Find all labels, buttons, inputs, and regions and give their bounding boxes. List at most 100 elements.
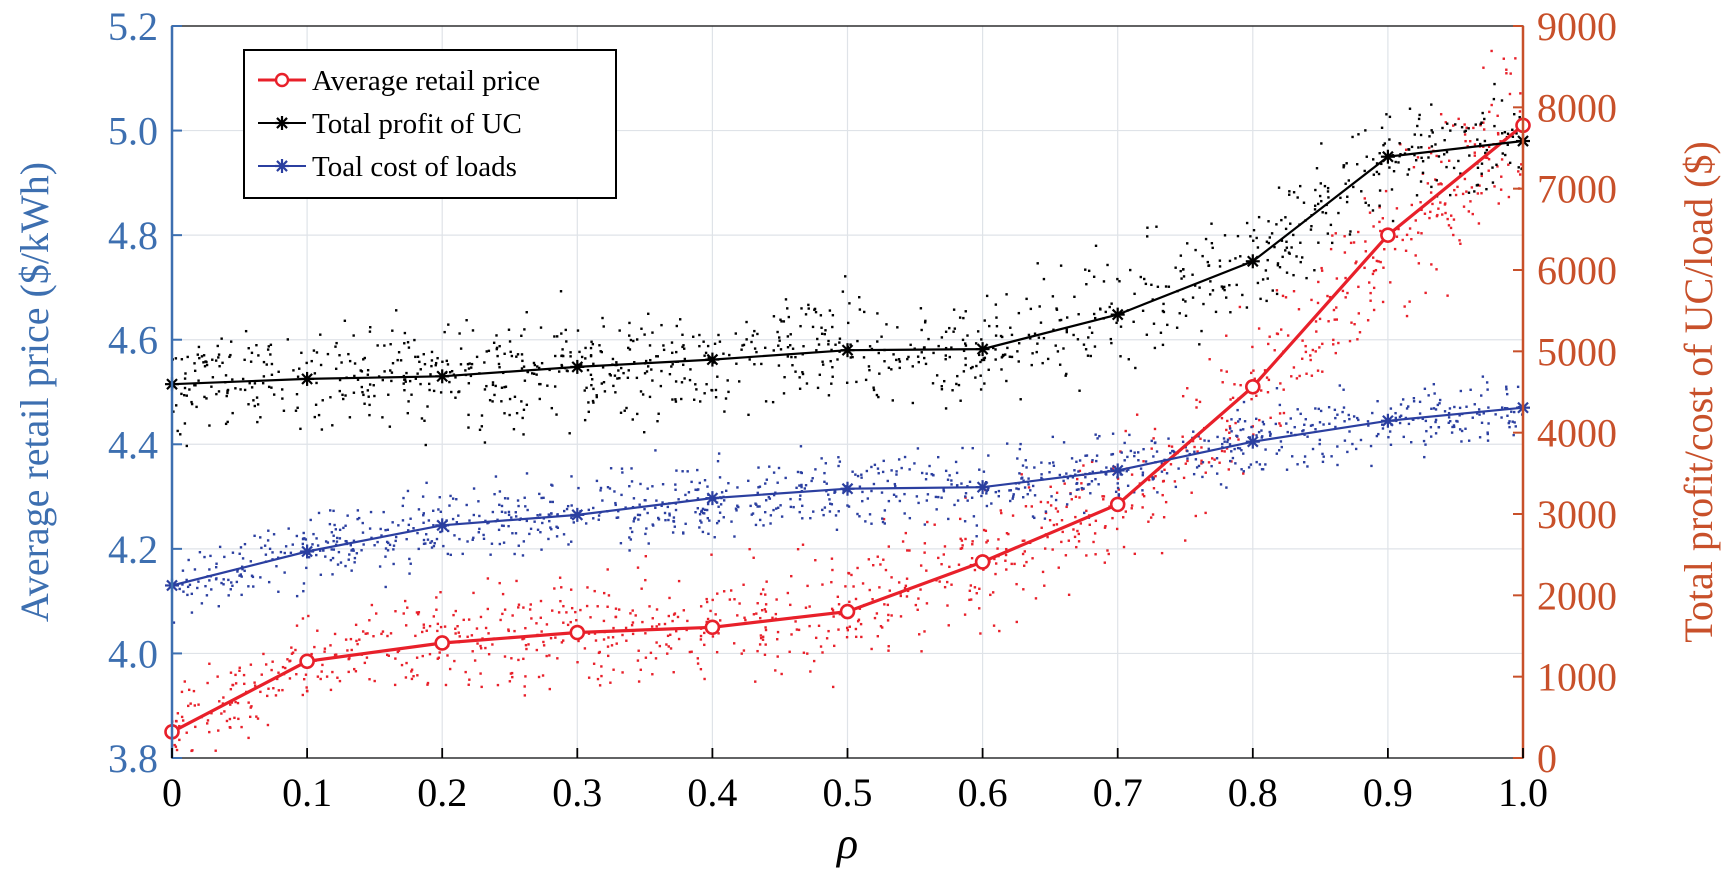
scatter-point: [595, 479, 599, 483]
scatter-point: [1314, 188, 1317, 192]
scatter-point: [1293, 425, 1296, 429]
scatter-point: [1239, 428, 1242, 432]
scatter-point: [1240, 468, 1243, 471]
scatter-point: [1348, 417, 1351, 421]
scatter-point: [1098, 307, 1102, 310]
scatter-point: [1288, 252, 1291, 255]
scatter-point: [763, 653, 767, 656]
scatter-point: [1225, 428, 1228, 432]
scatter-point: [430, 350, 434, 354]
scatter-point: [958, 316, 962, 319]
scatter-point: [315, 381, 318, 385]
scatter-point: [1137, 451, 1140, 454]
scatter-point: [1139, 467, 1143, 470]
scatter-point: [1318, 438, 1322, 442]
scatter-point: [208, 568, 211, 571]
scatter-point: [392, 548, 395, 551]
scatter-point: [1417, 146, 1420, 149]
data-point: [275, 159, 289, 173]
scatter-point: [430, 359, 434, 362]
scatter-point: [205, 363, 209, 367]
scatter-point: [695, 388, 698, 391]
scatter-point: [1311, 447, 1315, 451]
scatter-point: [423, 419, 426, 422]
scatter-point: [336, 563, 340, 566]
scatter-point: [439, 625, 443, 629]
scatter-point: [1457, 159, 1460, 163]
legend-label: Average retail price: [312, 65, 540, 97]
scatter-point: [645, 527, 648, 530]
scatter-point: [942, 488, 945, 491]
scatter-point: [354, 623, 358, 627]
scatter-point: [1218, 265, 1222, 268]
scatter-point: [728, 598, 732, 601]
scatter-point: [613, 490, 616, 493]
scatter-point: [593, 589, 596, 593]
right-axis-label: Total profit/cost of UC/load ($): [1676, 141, 1721, 643]
scatter-point: [446, 552, 450, 556]
scatter-point: [513, 395, 517, 399]
scatter-point: [325, 675, 329, 678]
scatter-point: [1260, 429, 1263, 432]
scatter-point: [829, 502, 832, 505]
scatter-point: [772, 471, 776, 474]
scatter-point: [183, 377, 187, 380]
scatter-point: [707, 532, 710, 536]
scatter-point: [1194, 458, 1198, 461]
scatter-point: [823, 506, 827, 509]
scatter-point: [710, 388, 713, 392]
scatter-point: [1407, 148, 1410, 151]
scatter-point: [882, 558, 885, 561]
scatter-point: [1449, 420, 1452, 423]
scatter-point: [277, 671, 280, 674]
scatter-point: [1458, 239, 1461, 242]
scatter-point: [503, 655, 507, 658]
scatter-point: [983, 319, 986, 322]
scatter-point: [686, 470, 689, 473]
scatter-point: [231, 378, 234, 381]
scatter-point: [1320, 266, 1323, 270]
scatter-point: [600, 674, 603, 678]
scatter-point: [1346, 195, 1349, 198]
scatter-point: [675, 469, 678, 472]
scatter-point: [569, 588, 573, 591]
scatter-point: [662, 348, 666, 352]
scatter-point: [262, 652, 265, 656]
scatter-point: [727, 482, 730, 485]
scatter-point: [368, 619, 371, 622]
scatter-point: [247, 701, 250, 704]
scatter-point: [636, 513, 640, 517]
scatter-point: [249, 663, 253, 666]
scatter-point: [1213, 458, 1216, 461]
scatter-point: [539, 616, 542, 619]
scatter-point: [355, 639, 358, 643]
scatter-point: [1075, 488, 1079, 492]
scatter-point: [718, 511, 722, 514]
scatter-point: [313, 372, 317, 375]
scatter-point: [740, 348, 743, 351]
scatter-point: [754, 680, 757, 683]
scatter-point: [964, 357, 967, 360]
scatter-point: [230, 581, 233, 584]
scatter-point: [225, 394, 228, 398]
scatter-point: [1371, 411, 1374, 415]
scatter-point: [1072, 333, 1075, 337]
scatter-point: [975, 364, 978, 368]
scatter-point: [975, 592, 978, 595]
scatter-point: [1424, 291, 1427, 295]
scatter-point: [1280, 239, 1284, 242]
scatter-point: [1463, 123, 1466, 126]
scatter-point: [923, 551, 926, 554]
scatter-point: [1133, 292, 1136, 296]
scatter-point: [1398, 142, 1401, 145]
scatter-point: [1147, 520, 1150, 523]
scatter-point: [450, 369, 454, 373]
scatter-point: [1184, 314, 1188, 317]
scatter-point: [338, 389, 341, 393]
scatter-point: [1451, 425, 1454, 429]
scatter-point: [827, 629, 830, 633]
scatter-point: [1041, 361, 1044, 365]
scatter-point: [1091, 470, 1094, 474]
scatter-point: [630, 480, 634, 483]
